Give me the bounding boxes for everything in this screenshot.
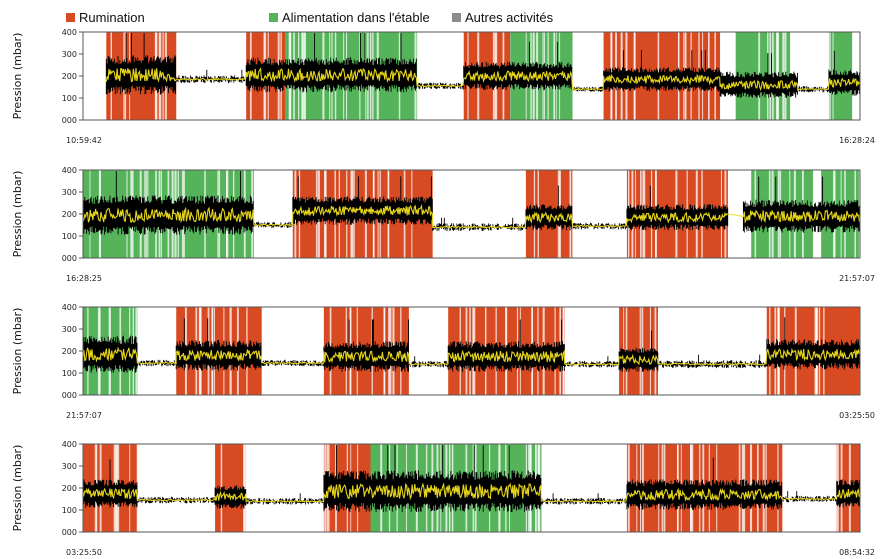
y-tick-label: 100 xyxy=(62,369,77,378)
legend-item-feeding: Alimentation dans l'étable xyxy=(269,10,430,25)
y-axis-label: Pression (mbar) xyxy=(11,308,24,395)
x-end-time: 21:57:07 xyxy=(839,274,875,283)
legend-label-other: Autres activités xyxy=(465,10,554,25)
x-start-time: 10:59:42 xyxy=(66,136,102,145)
x-end-time: 08:54:32 xyxy=(839,548,875,557)
pressure-signal-segment xyxy=(540,493,627,505)
chart-panel-4: 000 100 200 300 400 Pression (mbar) 03:25:50 08… xyxy=(11,440,875,557)
chart-panel-2: 000 100 200 300 400 Pression (mbar) 16:28:25 21… xyxy=(11,166,875,283)
mean-pressure-line xyxy=(82,346,861,367)
y-tick-label: 000 xyxy=(62,254,77,263)
mean-pressure-line xyxy=(82,482,860,503)
y-tick-label: 100 xyxy=(62,506,77,515)
y-tick-label: 300 xyxy=(62,325,77,334)
chart-panel-3: 000 100 200 300 400 Pression (mbar) 21:57:07 03… xyxy=(11,303,875,420)
y-tick-label: 300 xyxy=(62,50,77,59)
legend-label-feeding: Alimentation dans l'étable xyxy=(282,10,430,25)
pressure-signal-segment xyxy=(657,354,767,369)
x-end-time: 03:25:50 xyxy=(839,411,875,420)
activity-interval-feeding xyxy=(735,32,791,120)
pressure-signal-segment xyxy=(245,493,325,505)
legend-swatch-other xyxy=(452,13,461,22)
chart-panel-1: 000 100 200 300 400 Pression (mbar) 10:59:42 16… xyxy=(11,28,875,145)
y-tick-label: 000 xyxy=(62,116,77,125)
interval-stripe xyxy=(572,170,574,258)
legend-swatch-feeding xyxy=(269,13,278,22)
x-start-time: 03:25:50 xyxy=(66,548,102,557)
y-tick-label: 400 xyxy=(62,28,77,37)
y-tick-label: 000 xyxy=(62,528,77,537)
x-start-time: 16:28:25 xyxy=(66,274,102,283)
pressure-signal-segment xyxy=(408,356,449,368)
legend-swatch-rumination xyxy=(66,13,75,22)
y-tick-label: 200 xyxy=(62,484,77,493)
chart-legend: Rumination Alimentation dans l'étable Au… xyxy=(66,2,866,25)
y-tick-label: 200 xyxy=(62,347,77,356)
y-tick-label: 400 xyxy=(62,440,77,449)
legend-item-other: Autres activités xyxy=(452,10,553,25)
pressure-signal-segment xyxy=(432,217,526,232)
pressure-signal-segment xyxy=(175,69,246,84)
legend-label-rumination: Rumination xyxy=(79,10,145,25)
mean-pressure-line xyxy=(105,67,860,92)
interval-stripe xyxy=(245,444,247,532)
y-tick-label: 200 xyxy=(62,210,77,219)
pressure-signal-segment xyxy=(781,491,837,503)
interval-stripe xyxy=(408,307,411,395)
y-tick-label: 200 xyxy=(62,72,77,81)
y-axis-label: Pression (mbar) xyxy=(11,171,24,258)
y-tick-label: 000 xyxy=(62,391,77,400)
y-tick-label: 100 xyxy=(62,94,77,103)
interval-stripe xyxy=(772,32,774,120)
y-axis-label: Pression (mbar) xyxy=(11,445,24,532)
y-tick-label: 100 xyxy=(62,232,77,241)
x-start-time: 21:57:07 xyxy=(66,411,102,420)
y-tick-label: 300 xyxy=(62,188,77,197)
pressure-signal-segment xyxy=(564,356,620,368)
y-tick-label: 300 xyxy=(62,462,77,471)
y-tick-label: 400 xyxy=(62,166,77,175)
y-tick-label: 400 xyxy=(62,303,77,312)
mean-pressure-line xyxy=(82,203,861,229)
x-end-time: 16:28:24 xyxy=(839,136,875,145)
interval-stripe xyxy=(136,444,139,532)
y-axis-label: Pression (mbar) xyxy=(11,33,24,120)
interval-stripe xyxy=(243,444,246,532)
legend-item-rumination: Rumination xyxy=(66,10,145,25)
interval-stripe xyxy=(776,32,779,120)
